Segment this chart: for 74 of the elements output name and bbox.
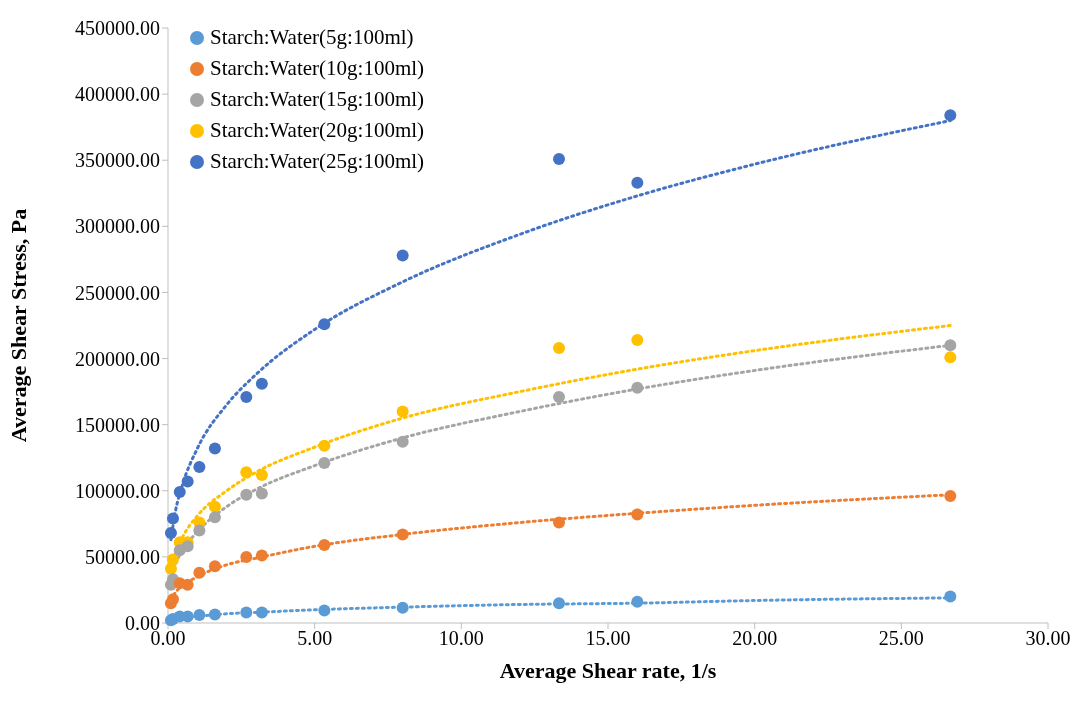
x-axis-title: Average Shear rate, 1/s [499,658,717,683]
point [193,460,206,473]
point [255,606,268,619]
point [208,442,221,455]
point [255,549,268,562]
point [944,339,957,352]
point [164,527,177,540]
point [631,381,644,394]
point [396,601,409,614]
point [944,490,957,503]
point [255,377,268,390]
legend-label: Starch:Water(5g:100ml) [210,24,414,51]
point [240,488,253,501]
point [240,390,253,403]
point [553,152,566,165]
point [318,457,331,470]
legend-label: Starch:Water(25g:100ml) [210,148,425,175]
y-tick-label: 350000.00 [75,149,160,172]
point [318,538,331,551]
y-tick-label: 150000.00 [75,413,160,436]
point [193,609,206,622]
legend-label: Starch:Water(20g:100ml) [210,117,425,144]
x-tick-label: 30.00 [1025,627,1071,650]
point [944,109,957,122]
point [318,439,331,452]
point [193,566,206,579]
point [164,562,177,575]
point [631,334,644,347]
legend-label: Starch:Water(15g:100ml) [210,86,425,113]
x-tick-label: 25.00 [878,627,924,650]
point [631,508,644,521]
point [553,390,566,403]
point [208,608,221,621]
point [173,544,186,557]
point [631,176,644,189]
y-tick-label: 50000.00 [85,545,160,568]
point [240,606,253,619]
point [318,604,331,617]
point [208,560,221,573]
point [208,511,221,524]
point [553,341,566,354]
y-tick-label: 250000.00 [75,281,160,304]
x-tick-label: 5.00 [297,627,333,650]
x-tick-label: 10.00 [438,627,484,650]
point [396,435,409,448]
y-tick-label: 100000.00 [75,479,160,502]
point [208,500,221,513]
point [240,466,253,479]
point [240,550,253,563]
y-tick-label: 400000.00 [75,83,160,106]
point [181,475,194,488]
y-tick-label: 450000.00 [75,17,160,40]
point [944,590,957,603]
point [631,595,644,608]
point [255,468,268,481]
point [173,486,186,499]
point [944,351,957,364]
y-axis-title: Average Shear Stress, Pa [5,208,31,443]
y-tick-label: 300000.00 [75,215,160,238]
point [193,524,206,537]
legend-label: Starch:Water(10g:100ml) [210,55,425,82]
point [173,577,186,590]
point [396,405,409,418]
y-tick-label: 200000.00 [75,347,160,370]
point [396,249,409,262]
x-tick-label: 15.00 [585,627,631,650]
point [255,487,268,500]
point [318,318,331,331]
point [553,516,566,529]
point [166,512,179,525]
point [553,597,566,610]
x-tick-label: 20.00 [732,627,778,650]
point [396,528,409,541]
point [164,597,177,610]
